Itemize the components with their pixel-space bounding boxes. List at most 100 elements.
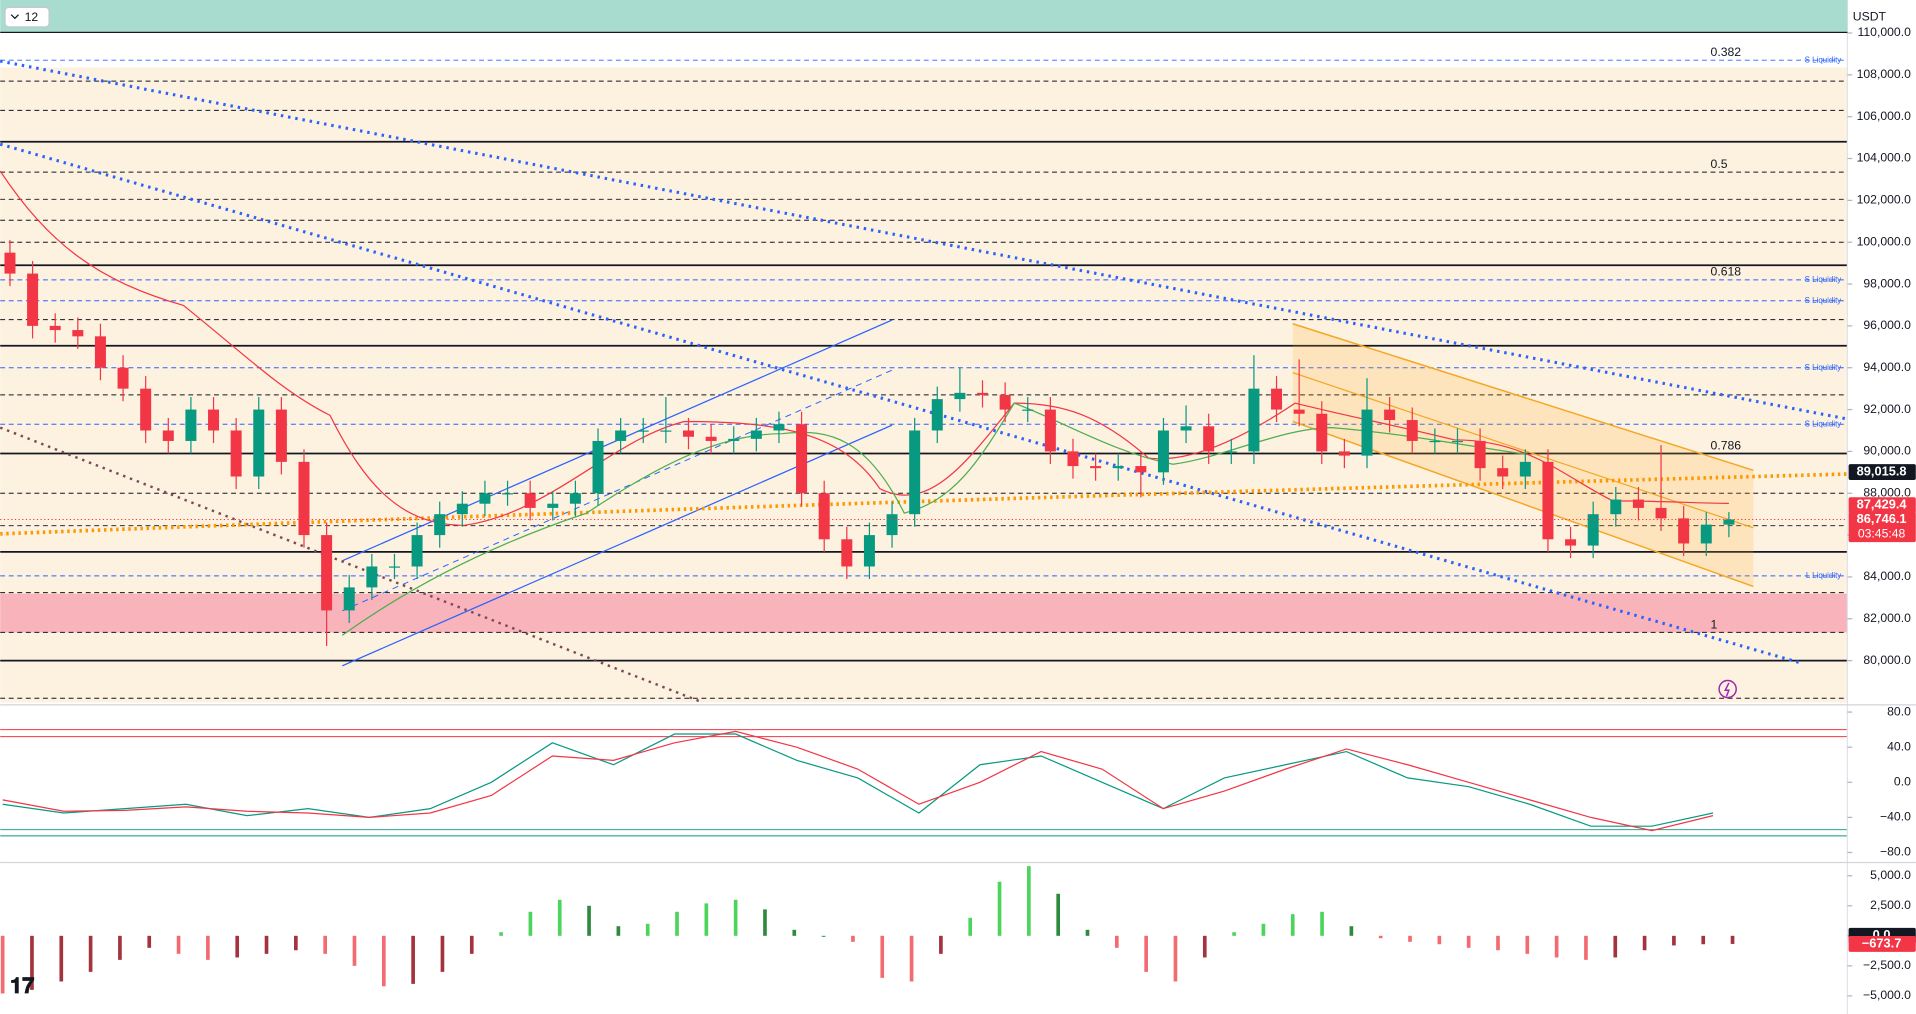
candle-body [999,394,1011,410]
candle-body [1655,507,1667,519]
candle-body [1519,461,1531,477]
candle-body [569,493,581,504]
candle-body [1112,466,1124,469]
candle-body [1497,468,1509,477]
liquidity-label: L Liquidity [1806,571,1841,580]
candle-body [230,430,242,477]
candle-body [140,388,152,431]
histogram-bar [939,935,943,954]
y-tick-label: 100,000.0 [1857,234,1912,248]
liquidity-label: S Liquidity [1805,296,1842,305]
histogram-bar [1466,935,1471,948]
countdown: 03:45:48 [1858,526,1906,540]
candle-body [253,409,265,477]
histogram-bar [1056,893,1061,936]
liquidity-label: S Liquidity [1805,55,1842,64]
fib-label: 0.786 [1711,438,1742,452]
y-tick-label: 104,000.0 [1857,151,1912,165]
candle-body [1678,518,1690,544]
histogram-bar [1701,935,1706,945]
currency[interactable]: USDT [1853,9,1887,23]
histogram-bar [411,935,415,984]
y-tick-label: 80.0 [1887,704,1911,718]
y-tick-label: 82,000.0 [1863,611,1911,625]
histogram-bar [528,911,533,936]
y-tick-label: 40.0 [1887,739,1911,753]
candle-body [1203,426,1215,452]
histogram-bar [469,935,474,954]
histogram-bar [176,935,181,954]
candle-body [49,325,61,331]
histogram-bar [645,923,650,936]
candle-body [1632,499,1644,508]
histogram-bar [968,917,973,936]
candle-body [208,409,220,431]
candle-body [818,493,830,540]
price-tag-label: −673.7 [1862,935,1902,950]
candle-body [1293,409,1305,414]
histogram-bar [1730,935,1735,944]
candle-body [117,367,129,389]
y-tick-label: 92,000.0 [1863,402,1911,416]
histogram-bar [587,905,591,936]
candle-body [1451,440,1463,443]
histogram-bar [821,935,826,937]
candle-body [1587,514,1599,546]
fib-label: 1 [1711,617,1718,631]
histogram-bar [88,935,93,972]
logo: 𝟏𝟕 [10,973,35,998]
histogram-bar [381,935,386,987]
candle-body [1338,451,1350,456]
histogram-bar [851,935,855,942]
candle-body [660,430,672,432]
moving-average [0,170,1729,526]
candle-body [502,493,514,495]
price-tag [1848,511,1916,543]
candle-body [773,424,785,431]
y-tick-label: −5,000.0 [1863,988,1911,1002]
histogram-bar [1672,935,1676,946]
liquidity-label: S Liquidity [1805,419,1842,428]
histogram-bar [1173,935,1178,982]
histogram-bar [1378,935,1383,939]
candle-body [796,424,808,494]
alert-icon [1724,682,1730,697]
candle-body [411,535,423,567]
histogram-bar [1349,926,1354,936]
candle-body [705,436,717,441]
candle-body [886,514,898,536]
histogram-bar [1114,935,1119,948]
histogram-bar [909,935,914,982]
histogram-bar [1144,935,1148,972]
histogram-bar [440,935,445,972]
y-tick-label: 80,000.0 [1863,653,1911,667]
candle-body [343,587,355,611]
axis-layer: 80,000.082,000.084,000.086,000.088,000.0… [1847,25,1916,1002]
histogram-bar [1408,935,1412,942]
candle-body [841,539,853,567]
histogram-bar [1525,935,1530,954]
header-bar [0,0,1848,32]
histogram-bar [557,899,562,936]
candle-body [4,252,16,274]
histogram-bar [294,935,298,951]
alert-icon[interactable] [1718,679,1737,699]
candle-body [728,438,740,441]
histogram-bar [1496,935,1500,951]
histogram-bar [499,932,503,936]
candle-body [1406,420,1418,441]
histogram-bar [763,909,767,936]
y-tick-label: 94,000.0 [1863,360,1911,374]
candle-body [27,273,39,326]
interval-button[interactable] [4,6,50,28]
candle-body [1429,440,1441,443]
histogram-bar [1027,866,1031,936]
histogram-bar [1642,935,1647,951]
data-layer: S Liquidity S Liquidity S Liquidity S Liqui… [0,45,1848,994]
channel-fill [1292,323,1754,587]
price-tag [1848,464,1916,480]
y-tick-label: 98,000.0 [1863,276,1911,290]
candle-body [524,493,536,508]
candle-body [1700,524,1712,544]
